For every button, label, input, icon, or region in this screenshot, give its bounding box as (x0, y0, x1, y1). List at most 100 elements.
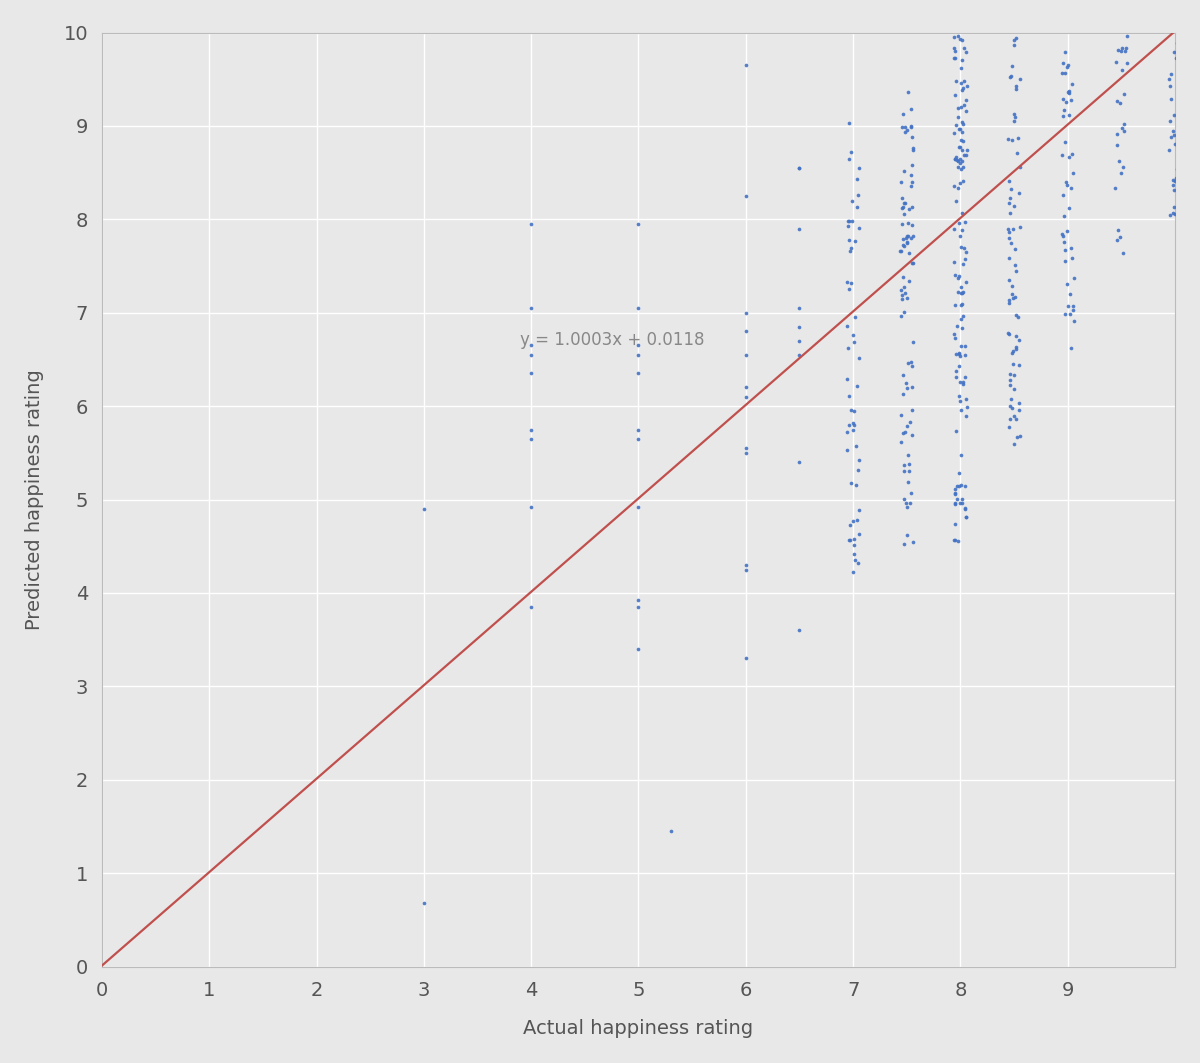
Point (952, 297, 971, 314)
Point (1169, 105, 1188, 122)
Point (1008, 130, 1027, 147)
Point (1062, 146, 1081, 163)
Point (1056, 94, 1075, 111)
Point (1062, 249, 1081, 266)
Point (1162, 129, 1181, 146)
Point (839, 114, 858, 131)
Point (1001, 68, 1020, 85)
Point (1006, 307, 1025, 324)
Point (954, 255, 973, 272)
Point (736, 556, 755, 573)
Point (850, 525, 869, 542)
Point (1001, 410, 1020, 427)
Point (1116, 39, 1135, 56)
Point (899, 446, 918, 463)
Point (946, 150, 965, 167)
Point (950, 31, 970, 48)
Point (955, 251, 974, 268)
Point (1061, 340, 1080, 357)
Point (841, 532, 860, 549)
Point (847, 199, 866, 216)
Point (1006, 338, 1025, 355)
Point (949, 215, 968, 232)
Point (953, 204, 972, 221)
Point (790, 159, 809, 176)
Point (1117, 28, 1136, 45)
Point (1160, 77, 1180, 94)
Point (904, 227, 923, 244)
Point (839, 388, 858, 405)
Point (952, 476, 971, 493)
Point (956, 369, 976, 386)
Point (952, 161, 971, 178)
Point (952, 311, 971, 328)
Point (898, 290, 917, 307)
Point (1171, 88, 1190, 105)
Point (1160, 113, 1180, 130)
Point (948, 151, 967, 168)
Point (1009, 356, 1028, 373)
Point (1000, 224, 1019, 241)
Point (952, 238, 971, 255)
Point (1114, 244, 1133, 261)
Point (1056, 173, 1075, 190)
Point (946, 486, 965, 503)
Point (847, 378, 866, 395)
Point (1063, 165, 1082, 182)
Point (1054, 102, 1073, 119)
Point (1060, 83, 1079, 100)
Point (944, 532, 964, 549)
Point (840, 281, 859, 298)
Point (840, 517, 859, 534)
Point (899, 473, 918, 490)
Point (953, 296, 972, 313)
Point (904, 334, 923, 351)
Point (956, 408, 976, 425)
Point (953, 285, 972, 302)
Point (953, 307, 972, 324)
Point (950, 138, 970, 155)
Point (892, 290, 911, 307)
Point (948, 158, 967, 175)
Point (902, 139, 922, 156)
Point (948, 477, 967, 494)
Point (736, 304, 755, 321)
Point (894, 231, 913, 248)
Point (1108, 92, 1127, 109)
Point (895, 279, 914, 296)
Point (901, 117, 920, 134)
Point (1004, 408, 1024, 425)
Point (790, 220, 809, 237)
Point (790, 622, 809, 639)
Point (892, 199, 911, 216)
Point (844, 422, 863, 439)
Point (841, 475, 860, 492)
Point (944, 220, 964, 237)
Point (1168, 161, 1187, 178)
Point (1109, 222, 1128, 239)
Point (839, 213, 858, 230)
Point (948, 491, 967, 508)
Point (1010, 219, 1030, 236)
Point (1057, 176, 1076, 193)
Point (952, 338, 971, 355)
Y-axis label: Predicted happiness rating: Predicted happiness rating (25, 369, 44, 630)
Point (946, 496, 965, 513)
Point (949, 465, 968, 482)
Point (944, 29, 964, 46)
Point (1009, 402, 1028, 419)
Point (900, 414, 919, 431)
Point (950, 150, 970, 167)
Point (629, 365, 648, 382)
Point (900, 462, 919, 479)
Point (956, 509, 976, 526)
Point (850, 220, 869, 237)
Point (944, 151, 964, 168)
Point (899, 272, 918, 289)
Point (848, 554, 868, 571)
Point (946, 43, 965, 60)
Point (845, 545, 864, 562)
Point (893, 268, 912, 285)
Point (953, 158, 972, 175)
Point (1001, 391, 1020, 408)
